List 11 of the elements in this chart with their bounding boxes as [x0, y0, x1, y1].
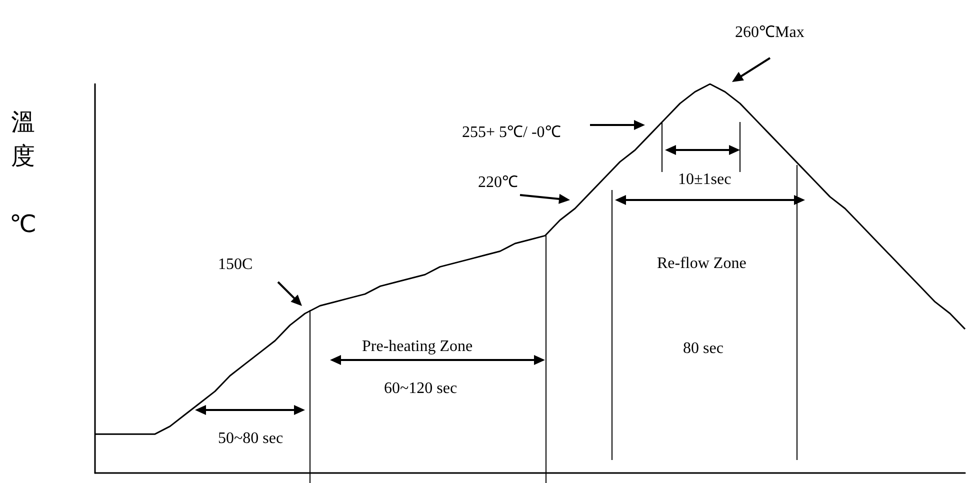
annotation: 255+ 5℃/ -0℃ [462, 123, 561, 142]
annotation: Pre-heating Zone [362, 338, 473, 356]
annotation: 60~120 sec [384, 380, 458, 398]
text: 260℃Max [735, 23, 804, 42]
annotation: 220℃ [478, 173, 518, 192]
annotation: Re-flow Zone [657, 255, 746, 273]
annotation: 80 sec [683, 340, 724, 358]
annotation: 150C [218, 256, 253, 274]
annotation: 10±1sec [678, 171, 732, 189]
text: 溫度 ℃ [10, 108, 36, 238]
annotation: 50~80 sec [218, 430, 284, 448]
